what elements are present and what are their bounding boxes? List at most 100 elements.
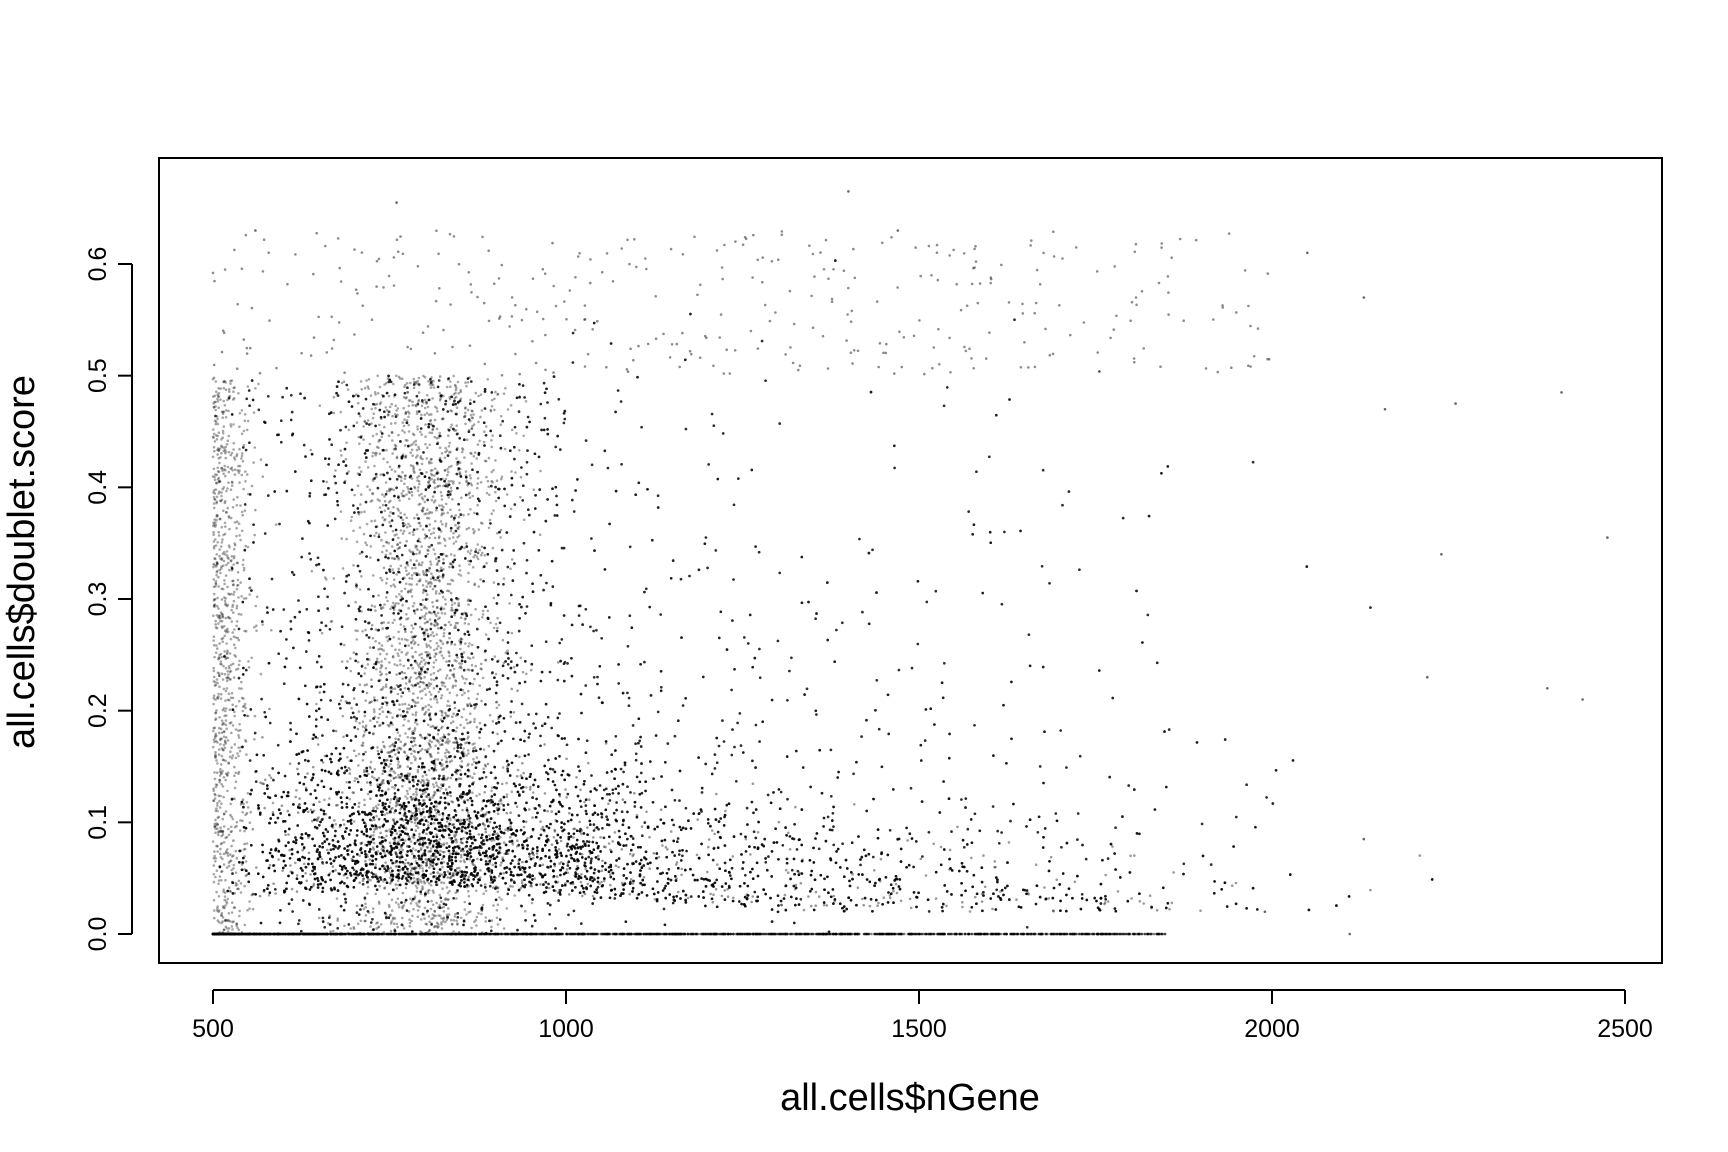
data-point [243, 843, 246, 846]
data-point [556, 875, 559, 878]
data-point [428, 882, 431, 885]
data-point [628, 933, 631, 936]
data-point [497, 933, 500, 936]
data-point [794, 806, 797, 809]
data-point [568, 893, 571, 896]
data-point [428, 866, 431, 869]
data-point [389, 872, 392, 875]
data-point [854, 933, 857, 936]
data-point [414, 727, 417, 730]
data-point [377, 933, 380, 936]
data-point [745, 838, 748, 841]
data-point [435, 833, 438, 836]
data-point [853, 803, 856, 806]
data-point [976, 933, 979, 936]
data-point [593, 933, 596, 936]
data-point [1003, 933, 1006, 936]
data-point [751, 933, 754, 936]
data-point [1103, 903, 1106, 906]
data-point [949, 849, 952, 852]
data-point [601, 860, 604, 863]
data-point [529, 786, 532, 789]
data-point [358, 802, 361, 805]
data-point [447, 870, 450, 873]
data-point [1035, 863, 1038, 866]
data-point [954, 933, 957, 936]
data-point [212, 933, 215, 936]
data-point [268, 708, 271, 711]
data-point [592, 895, 595, 898]
data-point [629, 853, 632, 856]
data-point [281, 804, 284, 807]
data-point [696, 854, 699, 857]
data-point [787, 832, 790, 835]
data-point [1074, 881, 1077, 884]
data-point [353, 750, 356, 753]
data-point [506, 812, 509, 815]
data-point [379, 832, 382, 835]
data-point [466, 933, 469, 936]
data-point [487, 763, 490, 766]
data-point [792, 933, 795, 936]
data-point [823, 904, 826, 907]
data-point [755, 933, 758, 936]
data-point [521, 882, 524, 885]
data-point [996, 933, 999, 936]
data-point [732, 897, 735, 900]
data-point [572, 828, 575, 831]
data-point [544, 792, 547, 795]
data-point [369, 858, 372, 861]
data-point [584, 868, 587, 871]
data-point [329, 933, 332, 936]
data-point [876, 933, 879, 936]
data-point [896, 892, 899, 895]
data-point [305, 880, 308, 883]
data-point [836, 933, 839, 936]
data-point [310, 809, 313, 812]
data-point [556, 933, 559, 936]
data-point [579, 789, 582, 792]
data-point [589, 933, 592, 936]
data-point [925, 874, 928, 877]
data-point [961, 906, 964, 909]
data-point [509, 836, 512, 839]
data-point [632, 882, 635, 885]
data-point [474, 933, 477, 936]
data-point [374, 933, 377, 936]
data-point [757, 831, 760, 834]
data-point [1040, 933, 1043, 936]
data-point [645, 933, 648, 936]
data-point [445, 788, 448, 791]
data-point [304, 872, 307, 875]
data-point [968, 933, 971, 936]
data-point [815, 891, 818, 894]
data-point [1056, 933, 1059, 936]
data-point [343, 823, 346, 826]
data-point [982, 854, 985, 857]
data-point [712, 901, 715, 904]
data-point [665, 933, 668, 936]
data-point [1199, 909, 1202, 912]
data-point [597, 855, 600, 858]
data-point [814, 904, 817, 907]
data-point [294, 862, 297, 865]
data-point [787, 871, 790, 874]
data-point [608, 842, 611, 845]
data-point [516, 839, 519, 842]
data-point [232, 839, 235, 842]
data-point [349, 772, 352, 775]
data-point [332, 933, 335, 936]
data-point [551, 843, 554, 846]
data-point [252, 828, 255, 831]
data-point [389, 842, 392, 845]
data-point [925, 933, 928, 936]
data-point [447, 876, 450, 879]
data-point [378, 818, 381, 821]
data-point [418, 833, 421, 836]
data-point [309, 873, 312, 876]
data-point [525, 933, 528, 936]
data-point [261, 736, 264, 739]
data-point [516, 775, 519, 778]
data-point [489, 821, 492, 824]
data-point [648, 836, 651, 839]
